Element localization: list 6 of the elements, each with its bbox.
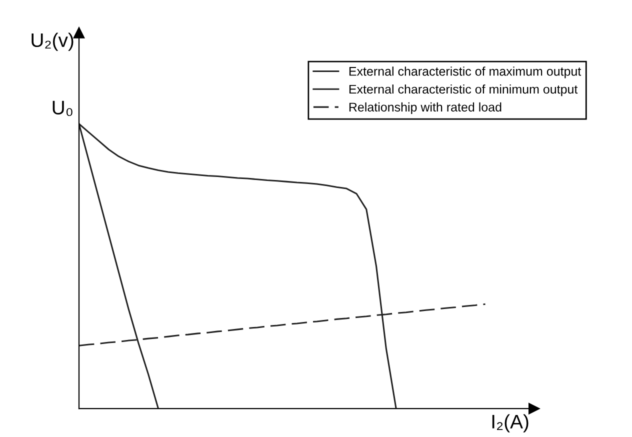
x-axis-title: I₂(A)	[492, 414, 528, 432]
legend-label: External characteristic of maximum output	[349, 66, 582, 78]
y-axis-title: U₂(v)	[32, 32, 74, 51]
text: U₀	[52, 100, 72, 116]
legend-label: Relationship with rated load	[349, 102, 502, 114]
legend-label: External characteristic of minimum output	[349, 84, 578, 96]
